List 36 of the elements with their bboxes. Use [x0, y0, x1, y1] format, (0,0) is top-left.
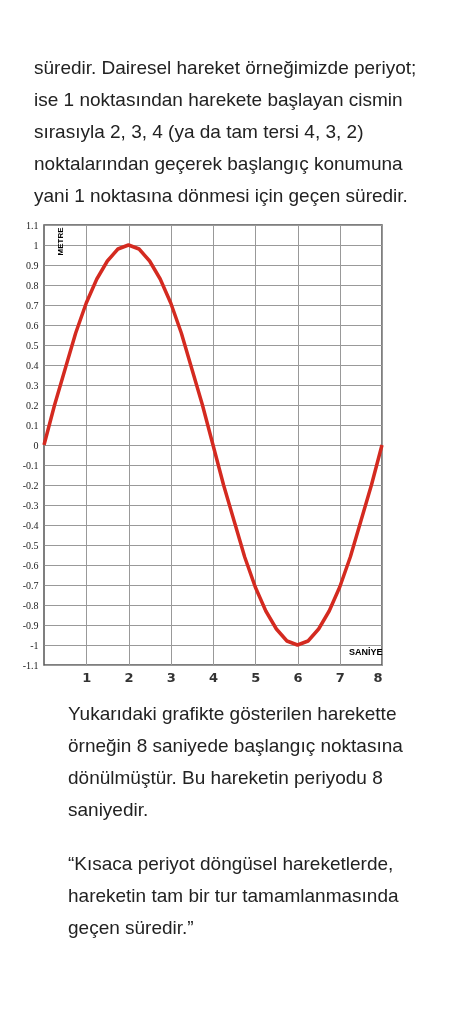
- x-tick-label: 3: [166, 669, 176, 685]
- y-tick-label: 1: [33, 239, 39, 251]
- y-axis-title: METRE: [55, 226, 65, 256]
- x-axis-title: SANİYE: [348, 646, 383, 657]
- x-tick-label: 1: [82, 669, 92, 685]
- y-tick-label: 0.4: [26, 359, 39, 371]
- y-tick-label: -0.4: [22, 519, 39, 531]
- y-tick-label: 0.9: [26, 259, 39, 271]
- x-tick-label: 8: [373, 669, 383, 685]
- x-tick-label: 5: [251, 669, 261, 685]
- y-tick-label: 0.5: [26, 339, 39, 351]
- y-tick-label: 1.1: [26, 219, 39, 231]
- y-tick-label: -0.6: [22, 559, 39, 571]
- x-tick-label: 2: [124, 669, 134, 685]
- y-tick-label: -1: [30, 639, 39, 651]
- y-tick-label: 0.7: [26, 299, 39, 311]
- x-tick-label: 4: [208, 669, 219, 685]
- text: “Kısaca periyot döngüsel hareketlerde, hareketin tam bir tur tamamlanmasında geçen süredir.”: [68, 852, 400, 940]
- x-tick-label: 6: [293, 669, 303, 685]
- y-tick-label: -0.5: [22, 539, 39, 551]
- y-tick-label: -0.7: [22, 579, 39, 591]
- y-tick-label: -0.9: [22, 619, 39, 631]
- y-tick-label: 0.2: [26, 399, 39, 411]
- y-tick-label: -0.2: [22, 479, 39, 491]
- text: süredir. Dairesel hareket örneğimizde periyot; ise 1 noktasından harekete başlayan cismin sırasıyla 2, 3, 4 (ya da tam tersi 4, 3, 2) noktalarından geçerek başlangıç konumuna yani 1 noktasına dönmesi için geçen süredir.: [34, 56, 418, 208]
- x-tick-label: 7: [335, 669, 345, 685]
- y-tick-label: 0: [33, 439, 39, 451]
- y-tick-label: 0.1: [26, 419, 39, 431]
- y-tick-label: 0.8: [26, 279, 39, 291]
- y-tick-label: 0.3: [26, 379, 39, 391]
- y-tick-label: -0.3: [22, 499, 39, 511]
- y-tick-label: 0.6: [26, 319, 39, 331]
- y-tick-label: -1.1: [22, 659, 39, 671]
- y-tick-label: -0.1: [22, 459, 39, 471]
- y-tick-label: -0.8: [22, 599, 39, 611]
- text: Yukarıdaki grafikte gösterilen harekette örneğin 8 saniyede başlangıç noktasına dönülmüştür. Bu hareketin periyodu 8 saniyedir.: [68, 702, 404, 822]
